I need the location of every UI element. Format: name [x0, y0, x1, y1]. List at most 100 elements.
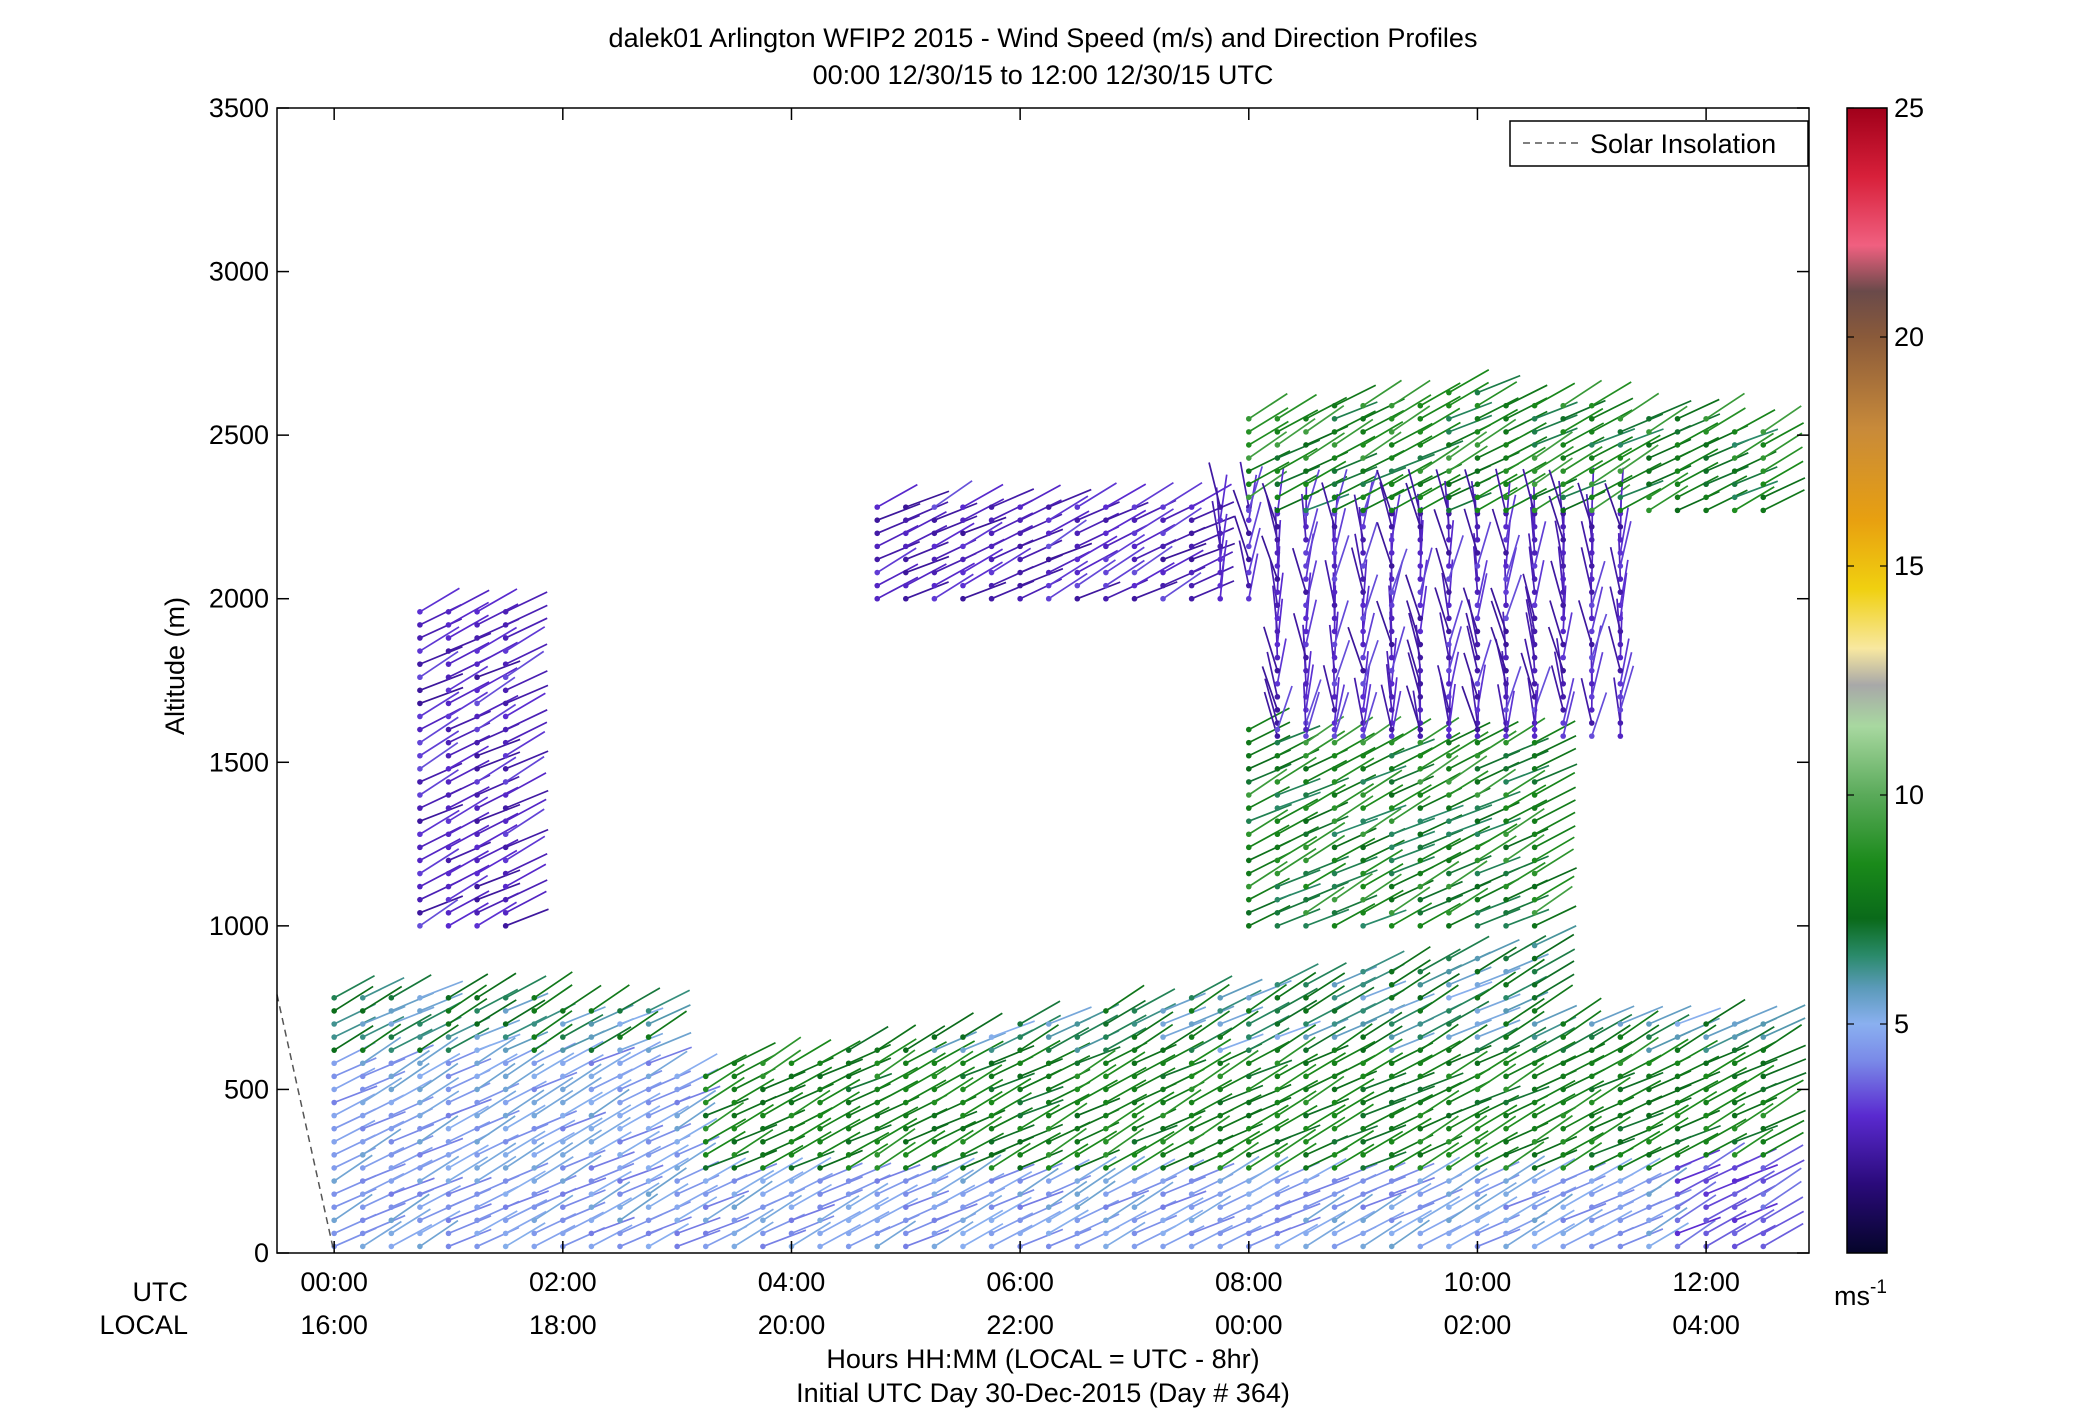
wind-barb [448, 1228, 492, 1248]
wind-barb [1477, 1228, 1521, 1248]
wind-barb-dot [1503, 1243, 1509, 1250]
wind-barb [1019, 1167, 1059, 1195]
wind-barb [1448, 1105, 1490, 1130]
wind-barb [1391, 747, 1434, 770]
wind-barb-dot [1388, 455, 1395, 461]
wind-barb [848, 1131, 890, 1156]
wind-barb-dot [474, 766, 480, 772]
wind-barb [1391, 394, 1432, 420]
wind-barb-dot [560, 1112, 566, 1119]
wind-barb [848, 1143, 889, 1169]
wind-barb-dot [1217, 1112, 1224, 1119]
wind-barb [1534, 763, 1578, 783]
wind-barb [1448, 414, 1493, 433]
wind-barb-dot [1474, 739, 1481, 746]
wind-barb-dot [988, 1230, 995, 1237]
wind-barb-dot [1045, 1021, 1052, 1027]
wind-barb [1505, 446, 1546, 472]
wind-barb-dot [1331, 981, 1338, 988]
wind-barb [1076, 1049, 1116, 1078]
wind-barb [1448, 1097, 1492, 1117]
wind-barb [1505, 1136, 1549, 1156]
wind-barb [991, 1044, 1035, 1065]
wind-barb [1591, 409, 1633, 433]
wind-barb-dot [1103, 1178, 1109, 1184]
wind-barb [1208, 462, 1222, 508]
wind-barb-dot [1503, 1217, 1509, 1224]
wind-barb-dot [1531, 589, 1538, 595]
wind-barb [476, 641, 519, 665]
wind-barb-dot [1474, 831, 1481, 838]
wind-barb [762, 1036, 802, 1064]
wind-barb-dot [1560, 1125, 1566, 1132]
wind-barb-dot [1103, 1047, 1109, 1053]
wind-barb [390, 1049, 430, 1078]
wind-barb-dot [445, 1138, 452, 1145]
wind-barb-dot [1474, 1204, 1481, 1210]
wind-barb [419, 803, 464, 822]
wind-barb [1470, 677, 1479, 724]
wind-barb-dot [1217, 1073, 1224, 1080]
wind-barb-dot [1731, 1165, 1738, 1171]
y-tick-label: 500 [224, 1074, 269, 1104]
wind-barb [1048, 1180, 1088, 1208]
wind-barb [1534, 867, 1577, 888]
wind-barb-dot [502, 883, 509, 890]
wind-barb-dot [874, 1125, 881, 1132]
wind-barb-dot [417, 1191, 423, 1197]
wind-barb-dot [1474, 680, 1481, 687]
wind-barb [1362, 1025, 1403, 1051]
wind-barb-dot [531, 1099, 538, 1106]
wind-barb [1591, 474, 1633, 499]
wind-barb [933, 562, 975, 587]
wind-barb-dot [1331, 805, 1338, 811]
wind-barb [333, 1187, 377, 1208]
wind-barb [333, 985, 374, 1012]
wind-barb-dot [1503, 455, 1509, 461]
wind-barb [476, 756, 517, 783]
wind-barb [1419, 894, 1464, 914]
wind-barb [1248, 904, 1291, 927]
wind-barb-dot [588, 1060, 595, 1067]
wind-barb-dot [1245, 556, 1252, 563]
wind-barb-dot [1217, 1178, 1224, 1184]
wind-barb-dot [1503, 507, 1509, 514]
wind-barb-dot [702, 1086, 709, 1093]
wind-barb [1534, 1223, 1576, 1248]
colorbar-gradient [1846, 107, 1888, 1254]
wind-barb [505, 692, 546, 718]
wind-barb-dot [1217, 569, 1224, 576]
wind-barb [1505, 1169, 1546, 1195]
wind-barb-dot [417, 792, 423, 798]
wind-barb [1305, 908, 1350, 927]
wind-barb [1448, 1024, 1488, 1051]
wind-barb-dot [1274, 1060, 1281, 1067]
wind-barb [419, 1001, 461, 1025]
wind-barb [905, 581, 949, 600]
wind-barb-dot [1703, 1073, 1709, 1080]
wind-barb-dot [1703, 1178, 1709, 1184]
wind-barb-dot [1503, 726, 1509, 733]
wind-barb [1534, 885, 1573, 914]
wind-barb-dot [1560, 641, 1566, 648]
wind-barb [1620, 1123, 1664, 1143]
wind-barb [1247, 553, 1259, 599]
wind-barb [448, 824, 490, 849]
wind-barb [1305, 396, 1348, 420]
wind-barb [1448, 770, 1489, 796]
wind-barb [1448, 381, 1490, 407]
wind-barb-dot [645, 1178, 652, 1184]
wind-barb [533, 1194, 574, 1221]
wind-barb-dot [531, 1008, 538, 1014]
wind-barb-dot [1360, 909, 1366, 916]
wind-barb-dot [1388, 1034, 1395, 1040]
wind-barb [1607, 625, 1622, 671]
wind-barb-dot [1474, 494, 1481, 501]
wind-barb-dot [474, 1165, 480, 1171]
wind-barb [1391, 795, 1431, 822]
wind-barb-dot [1503, 1099, 1509, 1106]
wind-barb-dot [1503, 981, 1509, 988]
wind-barb-dot [1617, 707, 1624, 713]
wind-barb [476, 751, 521, 770]
wind-barb-dot [731, 1138, 738, 1145]
